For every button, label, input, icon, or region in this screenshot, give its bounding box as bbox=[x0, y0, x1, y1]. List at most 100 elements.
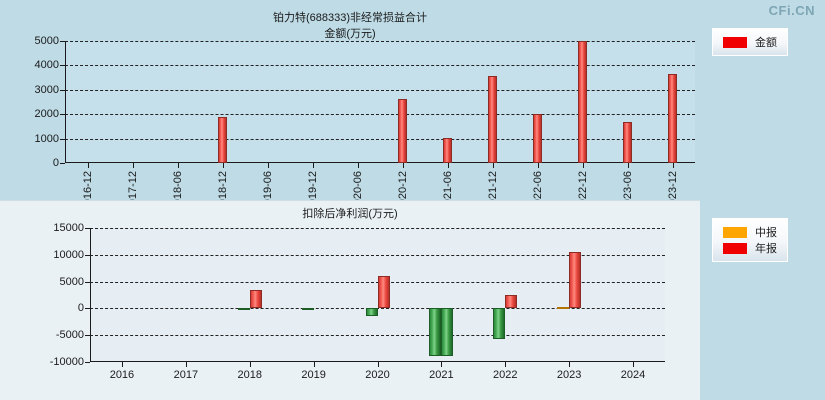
gridline bbox=[65, 138, 695, 140]
x-tick-label: 2024 bbox=[620, 369, 646, 381]
y-tick-label: 3000 bbox=[34, 83, 59, 96]
top-chart-x-axis bbox=[65, 162, 695, 163]
y-tick-label: 1000 bbox=[34, 132, 59, 145]
bar bbox=[505, 295, 518, 309]
y-tick-label: 5000 bbox=[34, 35, 59, 47]
y-tick-label: 0 bbox=[52, 157, 59, 169]
x-tick-label: 2019 bbox=[301, 369, 326, 381]
x-tick-mark bbox=[583, 163, 584, 168]
bar bbox=[623, 122, 632, 163]
bar bbox=[429, 308, 442, 356]
legend-swatch-amount bbox=[723, 36, 747, 48]
bar bbox=[443, 138, 452, 163]
bar bbox=[237, 308, 250, 311]
bar bbox=[493, 308, 506, 340]
x-tick-label: 2021 bbox=[429, 369, 454, 381]
bar bbox=[441, 308, 454, 356]
bottom-chart-plot-area: -10000 -5000 0 5000 10000 15000 2016 2017 2018 2… bbox=[50, 222, 665, 381]
bar bbox=[533, 113, 542, 163]
y-tick-label: 0 bbox=[77, 302, 84, 315]
x-tick-mark bbox=[313, 163, 314, 168]
legend-swatch-annual bbox=[723, 242, 747, 254]
x-tick-label: 2018 bbox=[237, 369, 262, 381]
y-tick-mark bbox=[60, 114, 65, 116]
y-tick-label: 10000 bbox=[53, 248, 84, 261]
x-tick-mark bbox=[441, 362, 442, 367]
y-tick-label: -10000 bbox=[49, 356, 84, 368]
gridline bbox=[65, 41, 695, 42]
x-tick-mark bbox=[569, 362, 570, 367]
y-tick-mark bbox=[85, 362, 90, 363]
x-tick-label: 2022 bbox=[493, 369, 518, 381]
x-tick-mark bbox=[250, 362, 251, 367]
y-tick-label: 15000 bbox=[53, 222, 84, 234]
y-tick-label: 2000 bbox=[34, 108, 59, 121]
y-tick-mark bbox=[85, 254, 90, 256]
x-tick-mark bbox=[628, 163, 629, 168]
x-tick-mark bbox=[673, 163, 674, 168]
x-tick-mark bbox=[178, 163, 179, 168]
y-tick-mark bbox=[60, 138, 65, 140]
x-tick-label: 2020 bbox=[365, 369, 390, 381]
bar bbox=[668, 74, 677, 163]
top-chart-subtitle: 金额(万元) bbox=[324, 28, 376, 40]
y-tick-label: -5000 bbox=[55, 329, 84, 342]
y-tick-mark bbox=[60, 89, 65, 91]
x-tick-mark bbox=[633, 362, 634, 367]
bar bbox=[569, 252, 582, 309]
bar bbox=[365, 308, 378, 317]
bottom-chart-y-axis bbox=[90, 228, 91, 362]
gridline bbox=[65, 89, 695, 91]
bar bbox=[578, 41, 587, 163]
x-tick-label: 2016 bbox=[109, 369, 135, 381]
top-chart-plot-area: 0 1000 2000 3000 4000 5000 2016-12 2017-12 2018… bbox=[35, 35, 695, 211]
x-tick-mark bbox=[186, 362, 187, 367]
gridline bbox=[90, 335, 665, 337]
gridline bbox=[65, 65, 695, 67]
x-tick-mark bbox=[493, 163, 494, 168]
x-tick-mark bbox=[314, 362, 315, 367]
top-plot-background bbox=[65, 41, 695, 163]
legend-item: 年报 bbox=[723, 240, 777, 256]
gridline bbox=[90, 228, 665, 229]
y-tick-mark bbox=[60, 65, 65, 67]
bottom-chart-x-axis bbox=[90, 361, 665, 362]
x-tick-mark bbox=[133, 163, 134, 168]
gridline bbox=[90, 308, 665, 310]
x-tick-mark bbox=[505, 362, 506, 367]
bar bbox=[488, 75, 497, 163]
legend-item: 中报 bbox=[723, 224, 777, 240]
x-tick-label: 2023 bbox=[556, 369, 582, 381]
y-tick-mark bbox=[60, 163, 65, 164]
bar bbox=[398, 98, 407, 163]
top-chart-legend: 金额 bbox=[712, 28, 788, 56]
x-tick-label: 2017 bbox=[173, 369, 199, 381]
bottom-chart-panel: 扣除后净利润(万元) -10000 -5000 0 5000 10000 15000 20… bbox=[0, 200, 700, 400]
top-chart-panel: 铂力特(688333)非经常损益合计 金额(万元) 0 1000 2000 3000 4… bbox=[0, 0, 700, 211]
y-tick-mark bbox=[85, 308, 90, 310]
x-tick-mark bbox=[88, 163, 89, 168]
panel-divider bbox=[0, 200, 700, 201]
y-tick-mark bbox=[85, 335, 90, 337]
y-tick-mark bbox=[85, 228, 90, 229]
x-tick-mark bbox=[538, 163, 539, 168]
bar bbox=[377, 276, 390, 309]
x-tick-mark bbox=[403, 163, 404, 168]
legend-label-annual: 年报 bbox=[755, 243, 777, 255]
x-tick-mark bbox=[378, 362, 379, 367]
x-tick-mark bbox=[358, 163, 359, 168]
gridline bbox=[90, 254, 665, 256]
bar bbox=[301, 308, 314, 311]
y-tick-label: 4000 bbox=[34, 59, 59, 72]
x-tick-mark bbox=[268, 163, 269, 168]
top-chart-title: 铂力特(688333)非经常损益合计 bbox=[272, 12, 428, 24]
y-tick-mark bbox=[85, 281, 90, 283]
x-tick-mark bbox=[448, 163, 449, 168]
gridline bbox=[65, 114, 695, 116]
bar bbox=[249, 289, 262, 309]
watermark: CFi.CN bbox=[768, 3, 815, 18]
x-tick-mark bbox=[223, 163, 224, 168]
x-tick-mark bbox=[122, 362, 123, 367]
legend-swatch-interim bbox=[723, 226, 747, 238]
y-tick-mark bbox=[60, 41, 65, 42]
